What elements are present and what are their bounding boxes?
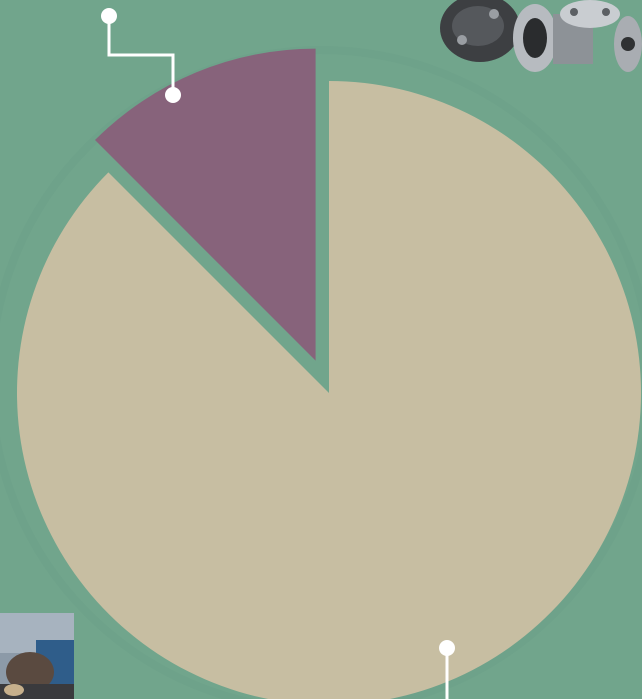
industrial-valves-photo [440,0,642,72]
background-ring [0,46,642,699]
pie-slice-1 [17,81,641,699]
worker-photo [0,613,74,699]
pie-slice-2 [94,48,316,361]
leader-dot-slice-1 [439,640,455,656]
leader-dot-end-slice-2 [165,87,181,103]
leader-dot-start-slice-2 [101,8,117,24]
leader-line-slice-2 [107,16,175,95]
leader-lines [101,8,455,699]
pie-slices [17,48,641,699]
